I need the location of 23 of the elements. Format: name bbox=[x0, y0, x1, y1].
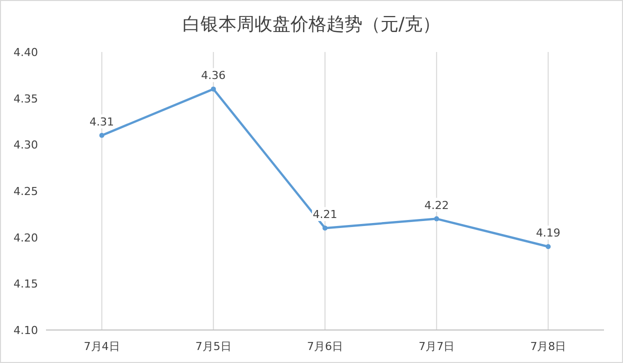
y-tick-label: 4.35 bbox=[14, 92, 38, 106]
point bbox=[322, 226, 328, 231]
data-label: 4.36 bbox=[201, 69, 226, 82]
x-tick-label: 7月8日 bbox=[530, 340, 566, 353]
y-tick-label: 4.25 bbox=[14, 185, 38, 198]
y-tick-label: 4.15 bbox=[14, 278, 38, 291]
point bbox=[434, 216, 440, 222]
data-label: 4.22 bbox=[424, 198, 449, 212]
data-label: 4.21 bbox=[312, 208, 338, 222]
point bbox=[99, 132, 104, 138]
y-tick-label: 4.30 bbox=[14, 138, 38, 152]
x-tick-label: 7月4日 bbox=[84, 340, 120, 353]
data-label: 4.31 bbox=[90, 115, 114, 128]
x-tick-label: 7月6日 bbox=[307, 340, 343, 353]
x-tick-label: 7月5日 bbox=[195, 340, 232, 353]
y-tick-label: 4.10 bbox=[14, 324, 38, 337]
data-label: 4.19 bbox=[536, 226, 560, 240]
x-tick-label: 7月7日 bbox=[418, 340, 455, 353]
point bbox=[546, 244, 551, 250]
chart-title: 白银本周收盘价格趋势（元/克） bbox=[182, 14, 441, 35]
y-tick-label: 4.40 bbox=[14, 46, 38, 59]
point bbox=[210, 86, 216, 92]
y-tick-label: 4.20 bbox=[14, 231, 38, 244]
